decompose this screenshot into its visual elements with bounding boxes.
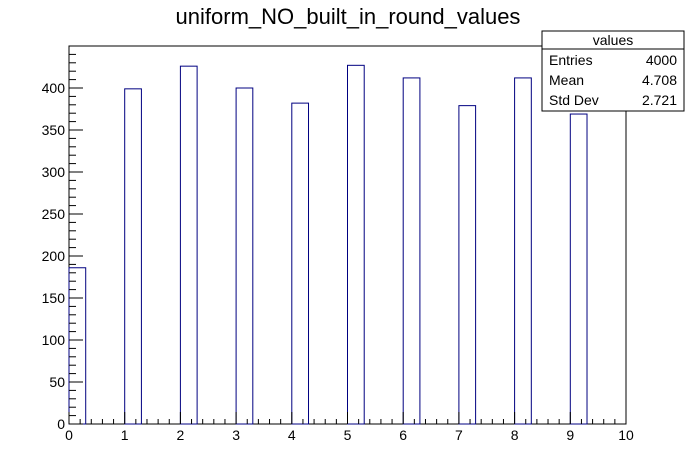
bar-4 <box>291 102 310 425</box>
y-tick-label: 150 <box>42 290 66 306</box>
y-tick-label: 400 <box>42 80 66 96</box>
y-tick-label: 200 <box>42 248 66 264</box>
stats-box-frame <box>541 30 685 112</box>
stats-box: values Entries 4000 Mean 4.708 Std Dev 2.721 <box>541 30 685 112</box>
x-tick-label: 3 <box>232 427 240 443</box>
x-tick-label: 8 <box>511 427 519 443</box>
stats-label: Std Dev <box>549 92 599 108</box>
bar-7 <box>458 105 477 425</box>
x-tick-label: 6 <box>399 427 407 443</box>
y-tick-label: 50 <box>49 374 65 390</box>
y-tick-label: 0 <box>57 416 65 432</box>
y-tick-label: 100 <box>42 332 66 348</box>
bar-6 <box>402 77 421 425</box>
x-tick-label: 7 <box>455 427 463 443</box>
bar-3 <box>235 87 254 425</box>
stats-box-title: values <box>593 32 633 48</box>
y-axis: 0 50 100 150 200 250 300 350 400 <box>42 45 83 432</box>
stats-value: 2.721 <box>642 92 677 108</box>
bar-5 <box>347 64 365 425</box>
bars-group <box>68 64 588 425</box>
stats-label: Entries <box>549 52 593 68</box>
x-tick-label: 10 <box>618 427 634 443</box>
stats-value: 4.708 <box>642 72 677 88</box>
y-tick-label: 350 <box>42 122 66 138</box>
y-tick-label: 250 <box>42 206 66 222</box>
stats-rows: Entries 4000 Mean 4.708 Std Dev 2.721 <box>549 52 677 108</box>
x-tick-label: 5 <box>344 427 352 443</box>
x-axis: 0 1 2 3 4 5 6 7 8 9 10 <box>65 412 634 443</box>
x-tick-label: 9 <box>566 427 574 443</box>
chart-title: uniform_NO_built_in_round_values <box>176 4 521 29</box>
y-tick-label: 300 <box>42 164 66 180</box>
bar-0 <box>68 267 87 425</box>
bar-1 <box>124 88 142 425</box>
x-tick-label: 1 <box>121 427 129 443</box>
stats-value: 4000 <box>646 52 677 68</box>
stats-label: Mean <box>549 72 584 88</box>
bar-9 <box>569 113 588 425</box>
bar-8 <box>514 77 532 425</box>
x-tick-label: 2 <box>177 427 185 443</box>
x-tick-label: 0 <box>65 427 73 443</box>
bar-2 <box>179 65 198 425</box>
x-tick-label: 4 <box>288 427 296 443</box>
